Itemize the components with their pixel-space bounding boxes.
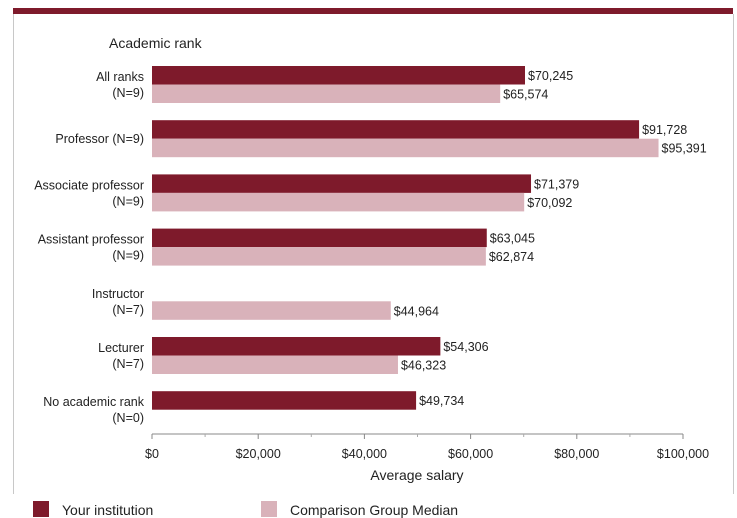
category-label-line: (N=7)	[112, 357, 144, 371]
category-label: Lecturer (N=7)	[98, 341, 144, 371]
bar-your-institution	[152, 228, 487, 248]
x-axis-ticks: $0 $20,000 $40,000 $60,000 $80,000 $100,000	[145, 434, 709, 461]
bar-your-institution	[152, 174, 532, 193]
category-label: Associate professor (N=9)	[34, 178, 144, 208]
x-axis-label: Average salary	[370, 467, 463, 483]
bar-comparison-group	[152, 84, 501, 103]
category-label-line: (N=7)	[112, 303, 144, 317]
bar-value-label: $71,379	[534, 177, 579, 191]
legend: Your institution Comparison Group Median	[13, 494, 733, 518]
legend-label-comparison-group: Comparison Group Median	[290, 502, 459, 518]
bar-your-institution	[152, 120, 640, 139]
category-labels: All ranks (N=9) Professor (N=9) Associate p…	[34, 70, 145, 425]
bar-comparison-group	[152, 301, 391, 320]
value-labels: $70,245 $65,574 $91,728 $95,391 $71,379 $70,0…	[394, 69, 707, 408]
x-tick-label: $20,000	[236, 447, 281, 461]
bar-your-institution	[152, 391, 417, 410]
bar-value-label: $46,323	[401, 359, 446, 373]
bar-your-institution	[152, 66, 526, 85]
category-label: All ranks (N=9)	[96, 70, 144, 100]
bar-comparison-group	[152, 138, 659, 158]
category-label-line: (N=9)	[112, 194, 144, 208]
legend-swatch-comparison-group	[261, 501, 277, 517]
x-tick-label: $40,000	[342, 447, 387, 461]
category-label-line: (N=9)	[112, 249, 144, 263]
bar-value-label: $91,728	[642, 123, 687, 137]
x-tick-label: $100,000	[657, 447, 709, 461]
category-label: Assistant professor (N=9)	[38, 233, 144, 263]
category-label-line: Associate professor	[34, 178, 144, 192]
bars	[152, 66, 659, 410]
category-label-line: Lecturer	[98, 341, 144, 355]
category-label-line: Assistant professor	[38, 233, 144, 247]
category-label-line: No academic rank	[43, 395, 144, 409]
bar-value-label: $44,964	[394, 304, 439, 318]
x-tick-label: $60,000	[448, 447, 493, 461]
category-label: No academic rank (N=0)	[43, 395, 144, 425]
salary-bar-chart: Academic rank All ranks (N=9) Professor (N…	[34, 35, 709, 483]
category-label-line: (N=9)	[112, 86, 144, 100]
category-label: Professor (N=9)	[55, 132, 144, 146]
category-label-line: Professor (N=9)	[55, 132, 144, 146]
legend-swatch-your-institution	[33, 501, 49, 517]
category-label-line: All ranks	[96, 70, 144, 84]
bar-comparison-group	[152, 355, 398, 374]
bar-value-label: $49,734	[419, 394, 464, 408]
bar-value-label: $62,874	[489, 250, 534, 264]
bar-value-label: $65,574	[503, 88, 548, 102]
bar-value-label: $70,092	[527, 196, 572, 210]
bar-comparison-group	[152, 192, 525, 212]
category-label-line: (N=0)	[112, 411, 144, 425]
bar-value-label: $54,306	[443, 340, 488, 354]
bar-value-label: $70,245	[528, 69, 573, 83]
chart-title: Academic rank	[109, 35, 203, 51]
legend-label-your-institution: Your institution	[62, 502, 154, 518]
category-label-line: Instructor	[92, 287, 144, 301]
x-tick-label: $80,000	[554, 447, 599, 461]
chart-frame: Academic rank All ranks (N=9) Professor (N…	[13, 14, 734, 494]
bar-comparison-group	[152, 247, 486, 266]
top-accent-bar	[13, 8, 733, 14]
x-tick-label: $0	[145, 447, 159, 461]
category-label: Instructor (N=7)	[92, 287, 144, 317]
bar-value-label: $95,391	[662, 142, 707, 156]
bar-value-label: $63,045	[490, 232, 535, 246]
bar-your-institution	[152, 337, 441, 356]
